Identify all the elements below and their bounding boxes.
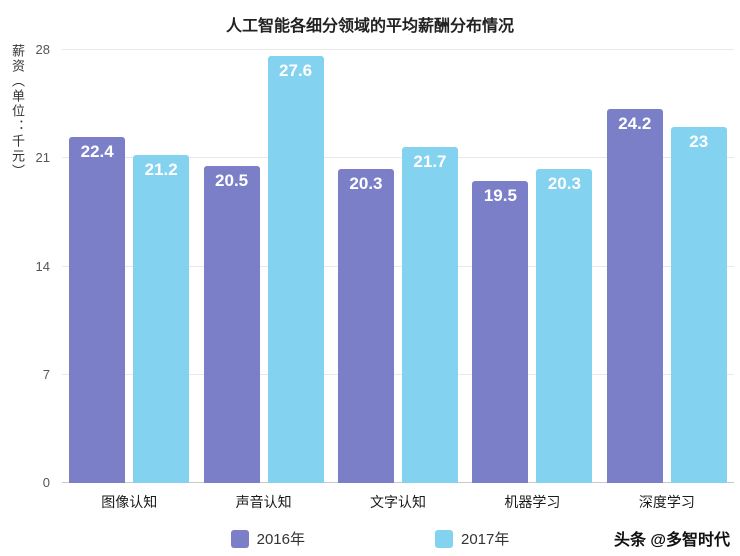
y-tick-label-28: 28 — [35, 42, 50, 57]
bar-2017年-图像认知: 21.2 — [133, 155, 190, 483]
bar-value-label: 22.4 — [80, 141, 114, 161]
bar-2017年-文字认知: 21.7 — [401, 147, 458, 483]
bar-2017年-深度学习: 23 — [670, 127, 727, 483]
gridline-0 — [62, 482, 734, 483]
bar-group-文字认知: 20.3 21.7 — [337, 50, 458, 483]
gridline-14 — [62, 265, 734, 267]
bar-value-label: 19.5 — [483, 186, 517, 206]
gridline-7 — [62, 373, 734, 375]
bar-groups: 22.4 21.2 20.5 27.6 20.3 21.7 19.5 20.3 24.2 23 — [62, 50, 734, 483]
bar-2017年-声音认知: 27.6 — [267, 56, 324, 483]
bar-2017年-机器学习: 20.3 — [536, 169, 593, 483]
y-axis-title: 薪资（单位：千元） — [10, 44, 25, 179]
x-axis-label-深度学习: 深度学习 — [638, 494, 695, 510]
x-axis-label-机器学习: 机器学习 — [504, 494, 561, 510]
bar-value-label: 21.2 — [144, 160, 178, 180]
bar-2016年-文字认知: 20.3 — [337, 169, 394, 483]
legend-swatch — [230, 529, 249, 548]
chart-title: 人工智能各细分领域的平均薪酬分布情况 — [225, 18, 514, 35]
legend-item-2017年: 2017年 — [435, 528, 509, 549]
legend-item-2016年: 2016年 — [230, 528, 305, 549]
x-axis-labels: 图像认知 声音认知 文字认知 机器学习 深度学习 — [62, 483, 734, 512]
bar-value-label: 27.6 — [279, 61, 313, 81]
bar-2016年-图像认知: 22.4 — [69, 136, 126, 483]
legend-label: 2016年 — [256, 531, 305, 548]
y-tick-label-7: 7 — [42, 366, 50, 382]
bar-value-label: 20.3 — [547, 174, 581, 194]
bar-2016年-深度学习: 24.2 — [606, 108, 663, 483]
bar-2016年-机器学习: 19.5 — [472, 181, 529, 483]
bar-group-声音认知: 20.5 27.6 — [203, 50, 324, 483]
bar-value-label: 23 — [689, 132, 709, 152]
x-axis-label-声音认知: 声音认知 — [235, 494, 292, 510]
y-tick-label-0: 0 — [42, 475, 50, 490]
bar-group-机器学习: 19.5 20.3 — [472, 50, 593, 483]
x-axis-label-文字认知: 文字认知 — [370, 494, 427, 510]
bar-value-label: 20.5 — [215, 170, 249, 190]
legend-label: 2017年 — [461, 531, 510, 548]
legend-swatch — [435, 529, 453, 548]
gridline-28 — [62, 49, 734, 50]
x-axis-label-图像认知: 图像认知 — [101, 494, 158, 510]
y-tick-label-21: 21 — [35, 150, 50, 166]
legend: 2016年 2017年 — [0, 528, 740, 549]
bar-2016年-声音认知: 20.5 — [203, 165, 260, 483]
y-tick-label-14: 14 — [35, 258, 50, 274]
bar-group-深度学习: 24.2 23 — [606, 50, 727, 483]
plot-area: 0 7 14 21 28 22.4 21.2 20.5 27.6 20.3 21.7 19.5 20.… — [36, 42, 734, 490]
watermark: 头条 @多智时代 — [613, 532, 730, 549]
bar-value-label: 24.2 — [618, 113, 652, 133]
bar-value-label: 21.7 — [413, 152, 447, 172]
bar-value-label: 20.3 — [349, 174, 383, 194]
gridline-21 — [62, 157, 734, 159]
bar-group-图像认知: 22.4 21.2 — [69, 50, 190, 483]
